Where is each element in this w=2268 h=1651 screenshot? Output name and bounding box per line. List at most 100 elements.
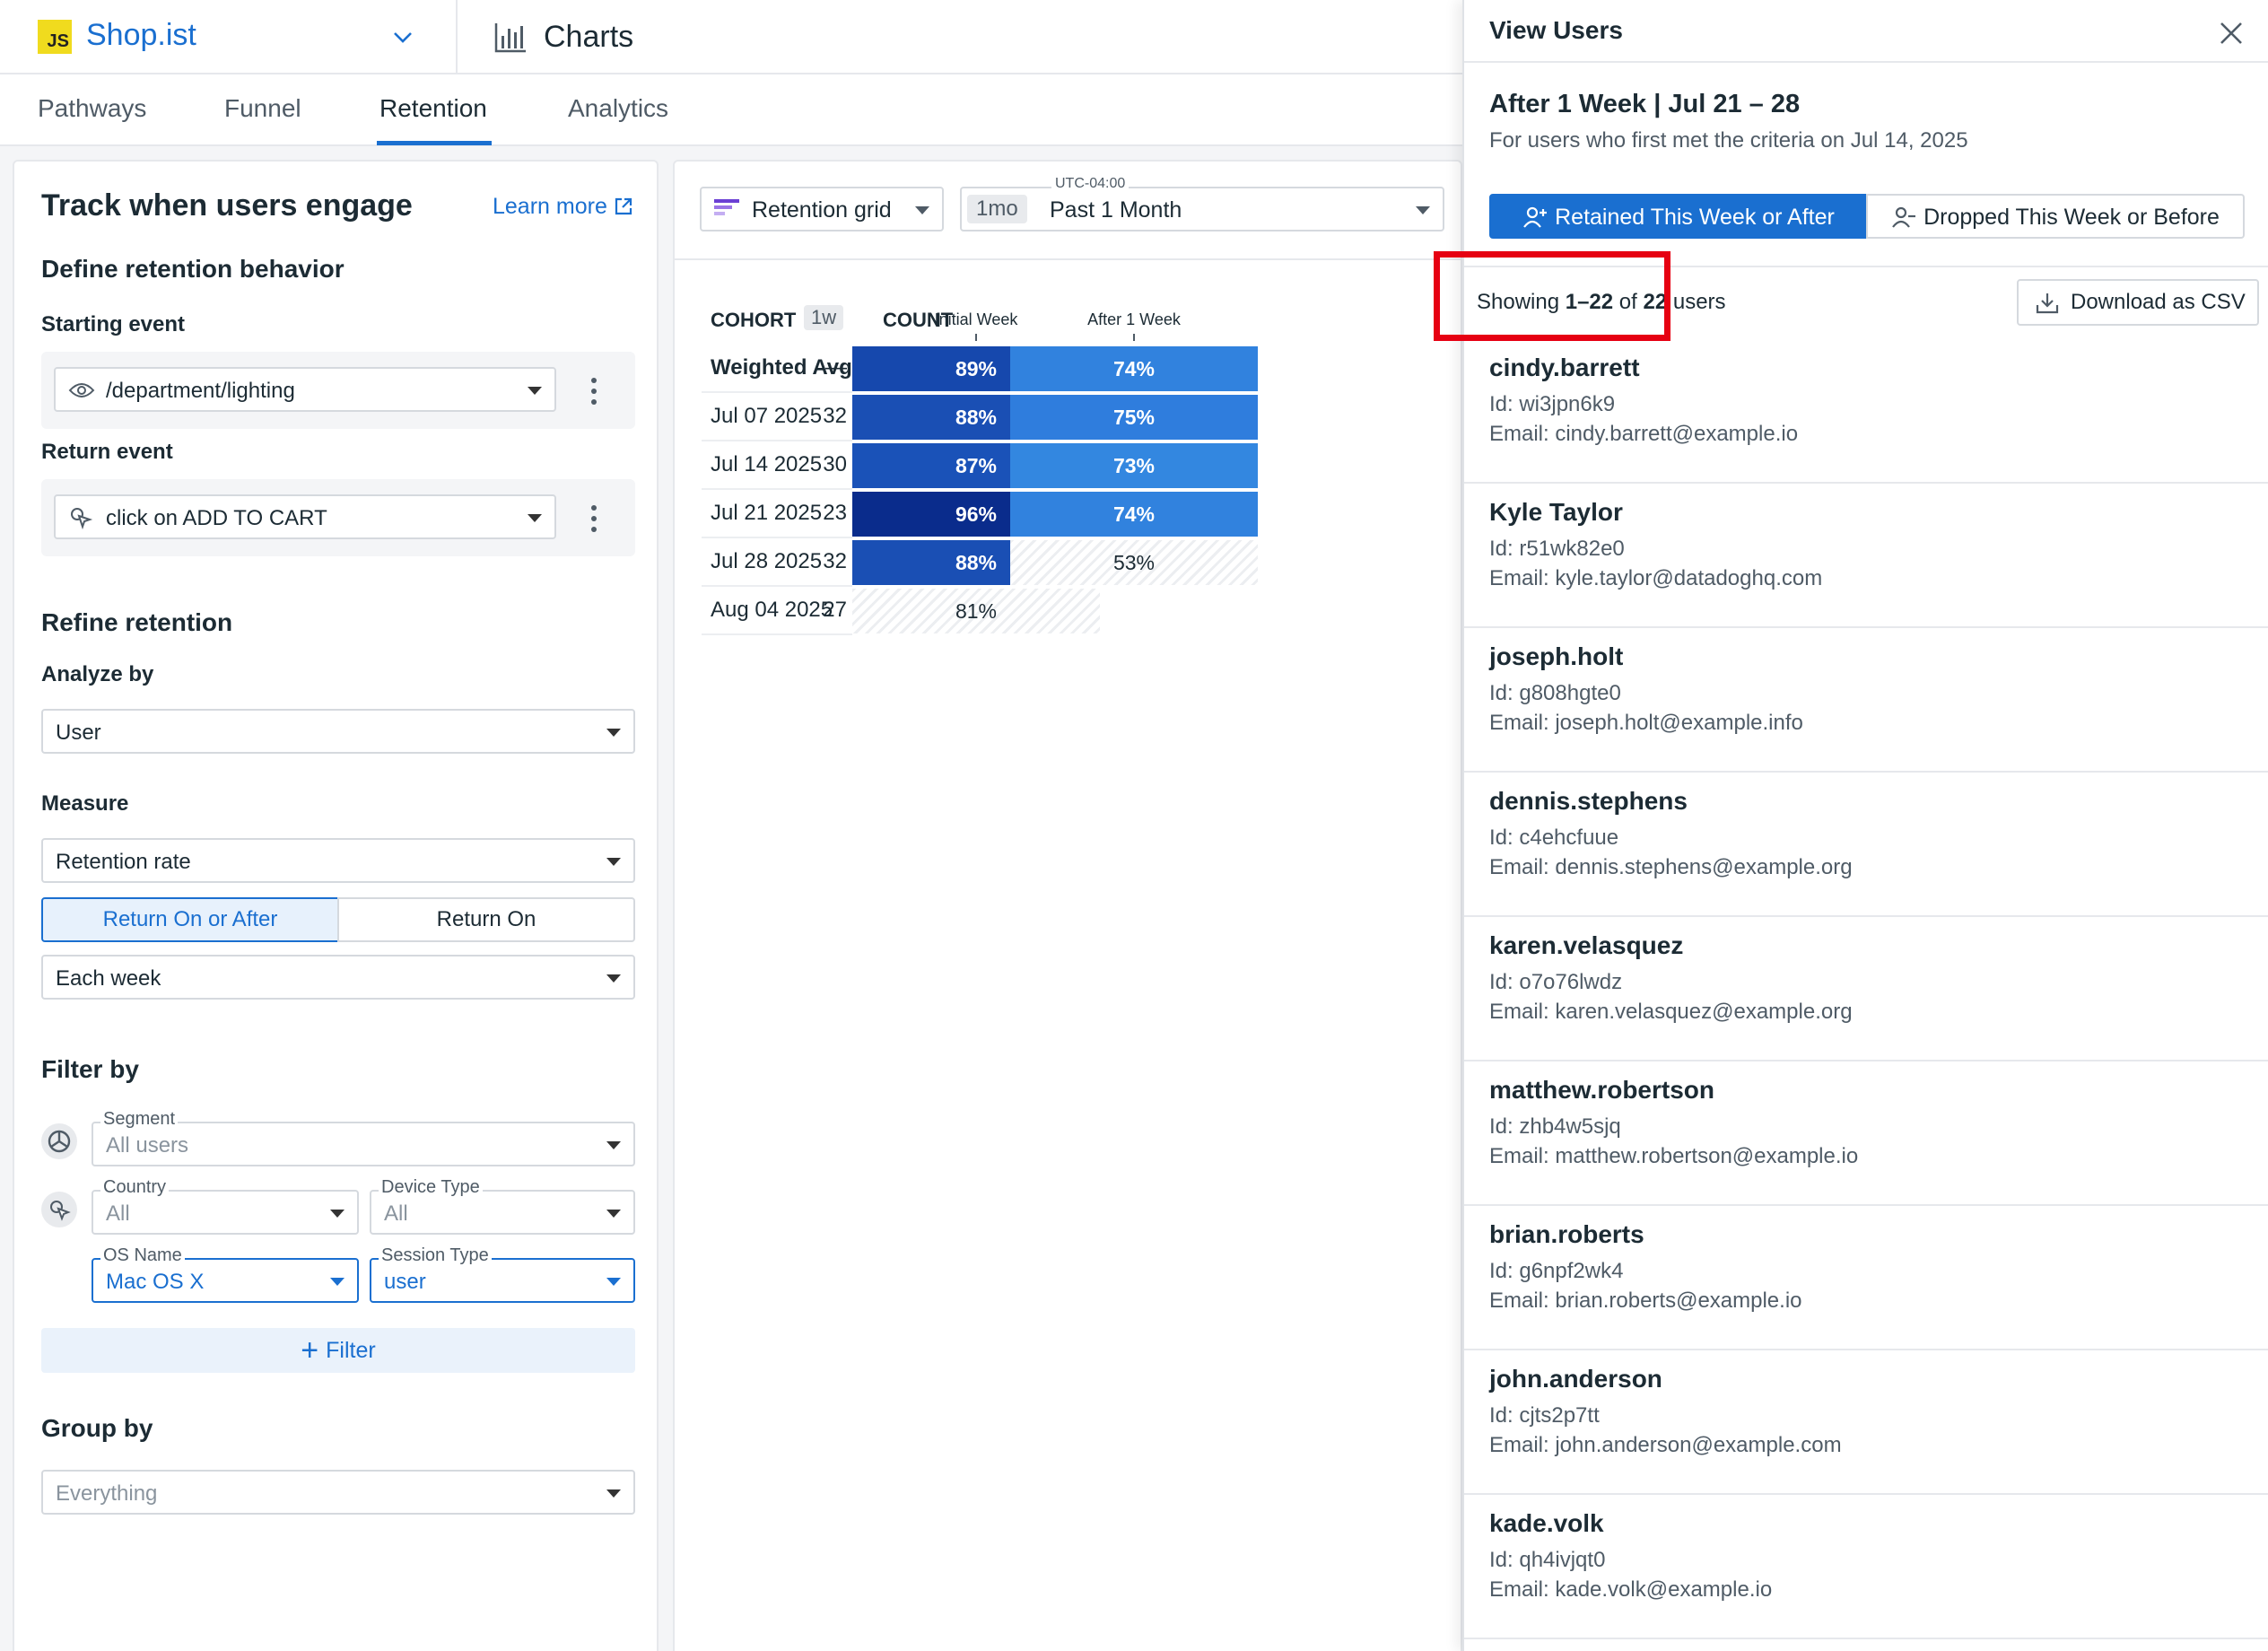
count-column-header: COUNT xyxy=(883,309,954,331)
user-name[interactable]: dennis.stephens xyxy=(1489,787,1688,815)
showing-prefix: Showing xyxy=(1477,290,1566,314)
close-icon[interactable] xyxy=(2218,20,2245,47)
chevron-down-icon[interactable] xyxy=(389,23,416,50)
user-email: Email: kade.volk@example.io xyxy=(1489,1577,1773,1602)
tab-bar: Pathways Funnel Retention Analytics xyxy=(0,74,1462,146)
add-filter-button[interactable]: + Filter xyxy=(41,1328,635,1373)
retention-config-panel: Track when users engage Learn more Defin… xyxy=(13,160,659,1651)
analyze-by-select[interactable]: User xyxy=(41,709,635,754)
page-title: Charts xyxy=(544,20,634,54)
define-heading: Define retention behavior xyxy=(41,255,345,283)
session-type-label: Session Type xyxy=(379,1245,492,1266)
more-options-icon[interactable] xyxy=(590,505,598,536)
column-header: Initial Week xyxy=(934,310,1018,328)
user-id: Id: o7o76lwdz xyxy=(1489,970,1623,994)
tab-analytics[interactable]: Analytics xyxy=(568,94,669,122)
cohort-count: 32 xyxy=(823,404,847,428)
user-list-item[interactable]: john.anderson Id: cjts2p7tt Email: john.an… xyxy=(1464,1350,2268,1495)
retention-cell[interactable]: 74% xyxy=(1010,492,1258,537)
toolbar-divider xyxy=(675,258,1464,260)
app-switcher-name[interactable]: Shop.ist xyxy=(86,18,196,52)
retention-cell[interactable]: 75% xyxy=(1010,395,1258,440)
segment-value: All users xyxy=(106,1133,189,1157)
interval-select[interactable]: Each week xyxy=(41,955,635,1000)
user-name[interactable]: cindy.barrett xyxy=(1489,354,1640,381)
user-id: Id: r51wk82e0 xyxy=(1489,537,1625,561)
caret-down-icon xyxy=(1416,206,1430,214)
remove-user-icon xyxy=(1892,206,1916,228)
return-on-or-after-toggle[interactable]: Return On or After xyxy=(41,897,339,942)
add-filter-label: Filter xyxy=(326,1338,376,1363)
user-name[interactable]: karen.velasquez xyxy=(1489,931,1684,959)
retained-users-toggle[interactable]: Retained This Week or After xyxy=(1489,194,1868,239)
device-type-select[interactable]: All xyxy=(370,1190,635,1235)
row-divider xyxy=(702,391,852,393)
retention-cell[interactable]: 74% xyxy=(1010,346,1258,391)
visualization-type-value: Retention grid xyxy=(752,197,892,223)
user-name[interactable]: joseph.holt xyxy=(1489,642,1624,670)
tab-pathways[interactable]: Pathways xyxy=(38,94,147,122)
user-email: Email: karen.velasquez@example.org xyxy=(1489,1000,1853,1024)
caret-down-icon xyxy=(606,858,621,866)
visualization-type-select[interactable]: Retention grid xyxy=(700,187,944,231)
dropped-users-toggle[interactable]: Dropped This Week or Before xyxy=(1866,194,2245,239)
group-by-select[interactable]: Everything xyxy=(41,1470,635,1515)
download-csv-button[interactable]: Download as CSV xyxy=(2017,279,2259,326)
eye-icon xyxy=(68,383,95,397)
device-type-label: Device Type xyxy=(379,1177,483,1198)
app-logo[interactable]: JS xyxy=(38,20,72,54)
caret-down-icon xyxy=(606,1210,621,1218)
retention-cell[interactable]: 53% xyxy=(1010,540,1258,585)
user-name[interactable]: brian.roberts xyxy=(1489,1220,1644,1248)
external-link-icon xyxy=(615,197,632,215)
more-options-icon[interactable] xyxy=(590,378,598,408)
cohort-column-header: COHORT xyxy=(711,309,797,331)
caret-down-icon xyxy=(330,1278,345,1286)
return-event-select[interactable]: click on ADD TO CART xyxy=(54,494,556,539)
showing-range: 1–22 xyxy=(1565,290,1614,314)
user-name[interactable]: Kyle Taylor xyxy=(1489,498,1623,526)
user-list-item[interactable]: Kyle Taylor Id: r51wk82e0 Email: kyle.tayl… xyxy=(1464,484,2268,628)
user-name[interactable]: john.anderson xyxy=(1489,1365,1662,1393)
retention-cell[interactable]: 81% xyxy=(852,589,1100,633)
drawer-subtitle: After 1 Week | Jul 21 – 28 xyxy=(1489,90,1801,118)
retention-cell[interactable]: 73% xyxy=(1010,443,1258,488)
time-range-select[interactable]: 1mo Past 1 Month xyxy=(960,187,1444,231)
cohort-label: Weighted Avg. xyxy=(711,355,859,380)
segment-icon xyxy=(41,1123,77,1159)
interval-value: Each week xyxy=(56,966,161,991)
analyze-by-label: Analyze by xyxy=(41,662,154,686)
measure-select[interactable]: Retention rate xyxy=(41,838,635,883)
user-list-item[interactable]: dennis.stephens Id: c4ehcfuue Email: denni… xyxy=(1464,773,2268,917)
user-list-item[interactable]: cindy.barrett Id: wi3jpn6k9 Email: cindy.b… xyxy=(1464,339,2268,484)
download-icon xyxy=(2036,293,2059,314)
add-user-icon xyxy=(1523,206,1548,228)
dropped-toggle-label: Dropped This Week or Before xyxy=(1923,205,2220,230)
tab-funnel[interactable]: Funnel xyxy=(224,94,301,122)
starting-event-select[interactable]: /department/lighting xyxy=(54,367,556,412)
user-list-item[interactable]: matthew.robertson Id: zhb4w5sjq Email: mat… xyxy=(1464,1061,2268,1206)
retention-grid-icon xyxy=(714,199,739,215)
return-event-label: Return event xyxy=(41,440,173,464)
user-email: Email: john.anderson@example.com xyxy=(1489,1433,1842,1457)
group-by-value: Everything xyxy=(56,1481,158,1506)
cohort-count: 23 xyxy=(823,501,847,525)
user-list-item[interactable]: brian.roberts Id: g6npf2wk4 Email: brian.r… xyxy=(1464,1206,2268,1350)
user-name[interactable]: kade.volk xyxy=(1489,1509,1604,1537)
user-list-item[interactable]: karen.velasquez Id: o7o76lwdz Email: karen… xyxy=(1464,917,2268,1061)
learn-more-link[interactable]: Learn more xyxy=(493,194,633,220)
segment-select[interactable]: All users xyxy=(92,1122,635,1166)
caret-down-icon xyxy=(606,1278,621,1286)
logo-text: JS xyxy=(47,31,69,51)
user-list-item[interactable]: joseph.holt Id: g808hgte0 Email: joseph.ho… xyxy=(1464,628,2268,773)
user-id: Id: wi3jpn6k9 xyxy=(1489,392,1616,416)
tab-retention[interactable]: Retention xyxy=(379,94,487,122)
return-on-toggle[interactable]: Return On xyxy=(337,897,635,942)
drawer-description: For users who first met the criteria on … xyxy=(1489,128,1968,153)
starting-event-value: /department/lighting xyxy=(106,379,295,403)
showing-count-text: Showing 1–22 of 22 users xyxy=(1477,290,1726,315)
user-name[interactable]: matthew.robertson xyxy=(1489,1076,1714,1104)
drawer-divider xyxy=(1464,61,2268,63)
user-list-item[interactable]: kade.volk Id: qh4ivjqt0 Email: kade.volk@e… xyxy=(1464,1495,2268,1639)
cohort-label: Jul 07 2025 xyxy=(711,404,823,428)
